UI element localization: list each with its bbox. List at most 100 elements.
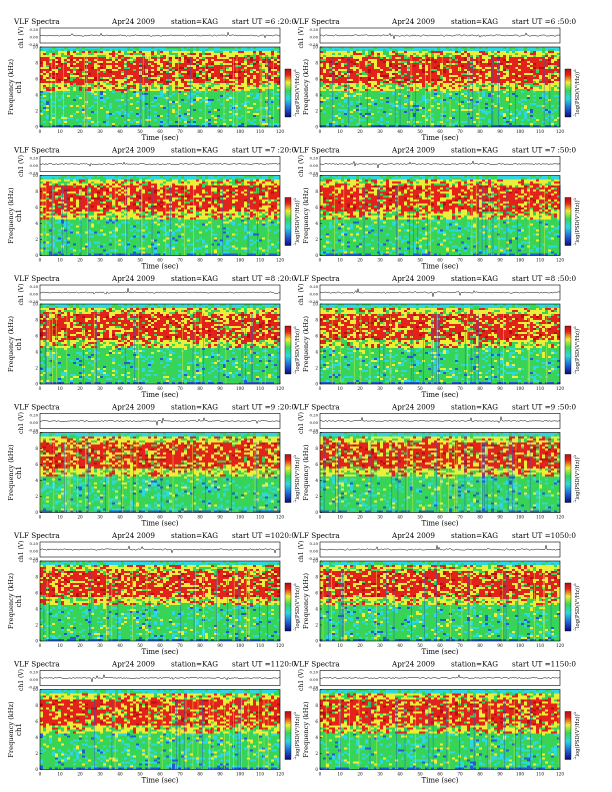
- y-tick-label: 6: [35, 77, 38, 82]
- spectrogram-cell: [374, 61, 377, 63]
- spectrogram-cell: [235, 103, 238, 105]
- spectrogram-cell: [362, 125, 365, 127]
- spectrogram-cell: [106, 77, 109, 79]
- spectrogram-cell: [40, 111, 43, 113]
- spectrogram-cell: [151, 93, 154, 95]
- spectrogram-cell: [443, 85, 446, 87]
- spectrogram-cell: [184, 87, 187, 89]
- spectrogram-cell: [130, 91, 133, 93]
- spectrogram-cell: [374, 109, 377, 111]
- spectrogram-cell: [163, 57, 166, 59]
- spectrogram-cell: [250, 73, 253, 75]
- spectrogram-cell: [118, 113, 121, 115]
- spectrogram-cell: [112, 55, 115, 57]
- spectrogram-cell: [353, 93, 356, 95]
- spectrogram-cell: [262, 113, 265, 115]
- spectrogram-cell: [46, 95, 49, 97]
- spectrogram-cell: [323, 49, 326, 51]
- spectrogram-cell: [217, 65, 220, 67]
- spectrogram-cell: [277, 109, 280, 111]
- spectrogram-cell: [383, 79, 386, 81]
- spectrogram-cell: [422, 75, 425, 77]
- spectrogram-cell: [350, 101, 353, 103]
- spectrogram-cell: [190, 49, 193, 51]
- spectrogram-cell: [356, 111, 359, 113]
- spectrogram-cell: [175, 55, 178, 57]
- spectrogram-cell: [175, 89, 178, 91]
- spectrogram-cell: [199, 67, 202, 69]
- spectrogram-cell: [109, 101, 112, 103]
- spectrogram-cell: [253, 53, 256, 55]
- spectrogram-cell: [446, 75, 449, 77]
- spectrogram-cell: [163, 75, 166, 77]
- spectrogram-cell: [79, 89, 82, 91]
- spectrogram-cell: [115, 61, 118, 63]
- spectrogram-cell: [392, 59, 395, 61]
- spectrogram-cell: [217, 105, 220, 107]
- spectrogram-cell: [326, 63, 329, 65]
- spectrogram-cell: [52, 89, 55, 91]
- spectrogram-cell: [404, 69, 407, 71]
- spectrogram-cell: [196, 83, 199, 85]
- spectrogram-cell: [419, 125, 422, 127]
- spectrogram-cell: [437, 53, 440, 55]
- spectrogram-cell: [229, 87, 232, 89]
- spectrogram-cell: [437, 123, 440, 125]
- spectrogram-cell: [374, 101, 377, 103]
- spectrogram-cell: [40, 85, 43, 87]
- spectrogram-cell: [262, 115, 265, 117]
- spectrogram-cell: [91, 71, 94, 73]
- spectrogram-cell: [326, 87, 329, 89]
- spectrogram-cell: [187, 65, 190, 67]
- spectrogram-cell: [187, 93, 190, 95]
- spectrogram-cell: [235, 101, 238, 103]
- spectrogram-cell: [386, 57, 389, 59]
- spectrogram-cell: [256, 95, 259, 97]
- x-tick-label: 100: [236, 129, 244, 134]
- spectrogram-cell: [326, 103, 329, 105]
- spectrogram-cell: [362, 85, 365, 87]
- spectrogram-cell: [392, 109, 395, 111]
- spectrogram-cell: [404, 63, 407, 65]
- spectrogram-cell: [398, 73, 401, 75]
- spectrogram-cell: [434, 63, 437, 65]
- spectrogram-cell: [338, 101, 341, 103]
- spectrogram-cell: [431, 109, 434, 111]
- spectrogram-cell: [169, 73, 172, 75]
- spectrogram-cell: [157, 63, 160, 65]
- spectrogram-cell: [262, 79, 265, 81]
- spectrogram-cell: [362, 75, 365, 77]
- spectrogram-cell: [91, 85, 94, 87]
- spectrogram-cell: [154, 71, 157, 73]
- spectrogram-cell: [326, 71, 329, 73]
- spectrogram-cell: [214, 121, 217, 123]
- spectrogram-cell: [353, 81, 356, 83]
- spectrogram-cell: [97, 49, 100, 51]
- spectrogram-cell: [356, 115, 359, 117]
- spectrogram-cell: [109, 69, 112, 71]
- spectrogram-cell: [43, 101, 46, 103]
- spectrogram-cell: [250, 65, 253, 67]
- spectrogram-cell: [416, 123, 419, 125]
- spectrogram-cell: [67, 63, 70, 65]
- spectrogram-cell: [118, 123, 121, 125]
- spectrogram-cell: [184, 63, 187, 65]
- spectrogram-cell: [118, 83, 121, 85]
- spectrogram-cell: [61, 53, 64, 55]
- spectrogram-cell: [329, 121, 332, 123]
- spectrogram-cell: [401, 63, 404, 65]
- spectrogram-cell: [335, 117, 338, 119]
- spectrogram-cell: [73, 81, 76, 83]
- spectrogram-cell: [371, 111, 374, 113]
- spectrogram-cell: [419, 71, 422, 73]
- spectrogram-cell: [235, 75, 238, 77]
- spectrogram-cell: [419, 85, 422, 87]
- spectrogram-cell: [184, 109, 187, 111]
- spectrogram-cell: [157, 83, 160, 85]
- spectrogram-cell: [274, 49, 277, 51]
- spectrogram-cell: [247, 55, 250, 57]
- spectrogram-cell: [106, 59, 109, 61]
- spectrogram-cell: [437, 85, 440, 87]
- spectrogram-cell: [380, 115, 383, 117]
- spectrogram-cell: [214, 79, 217, 81]
